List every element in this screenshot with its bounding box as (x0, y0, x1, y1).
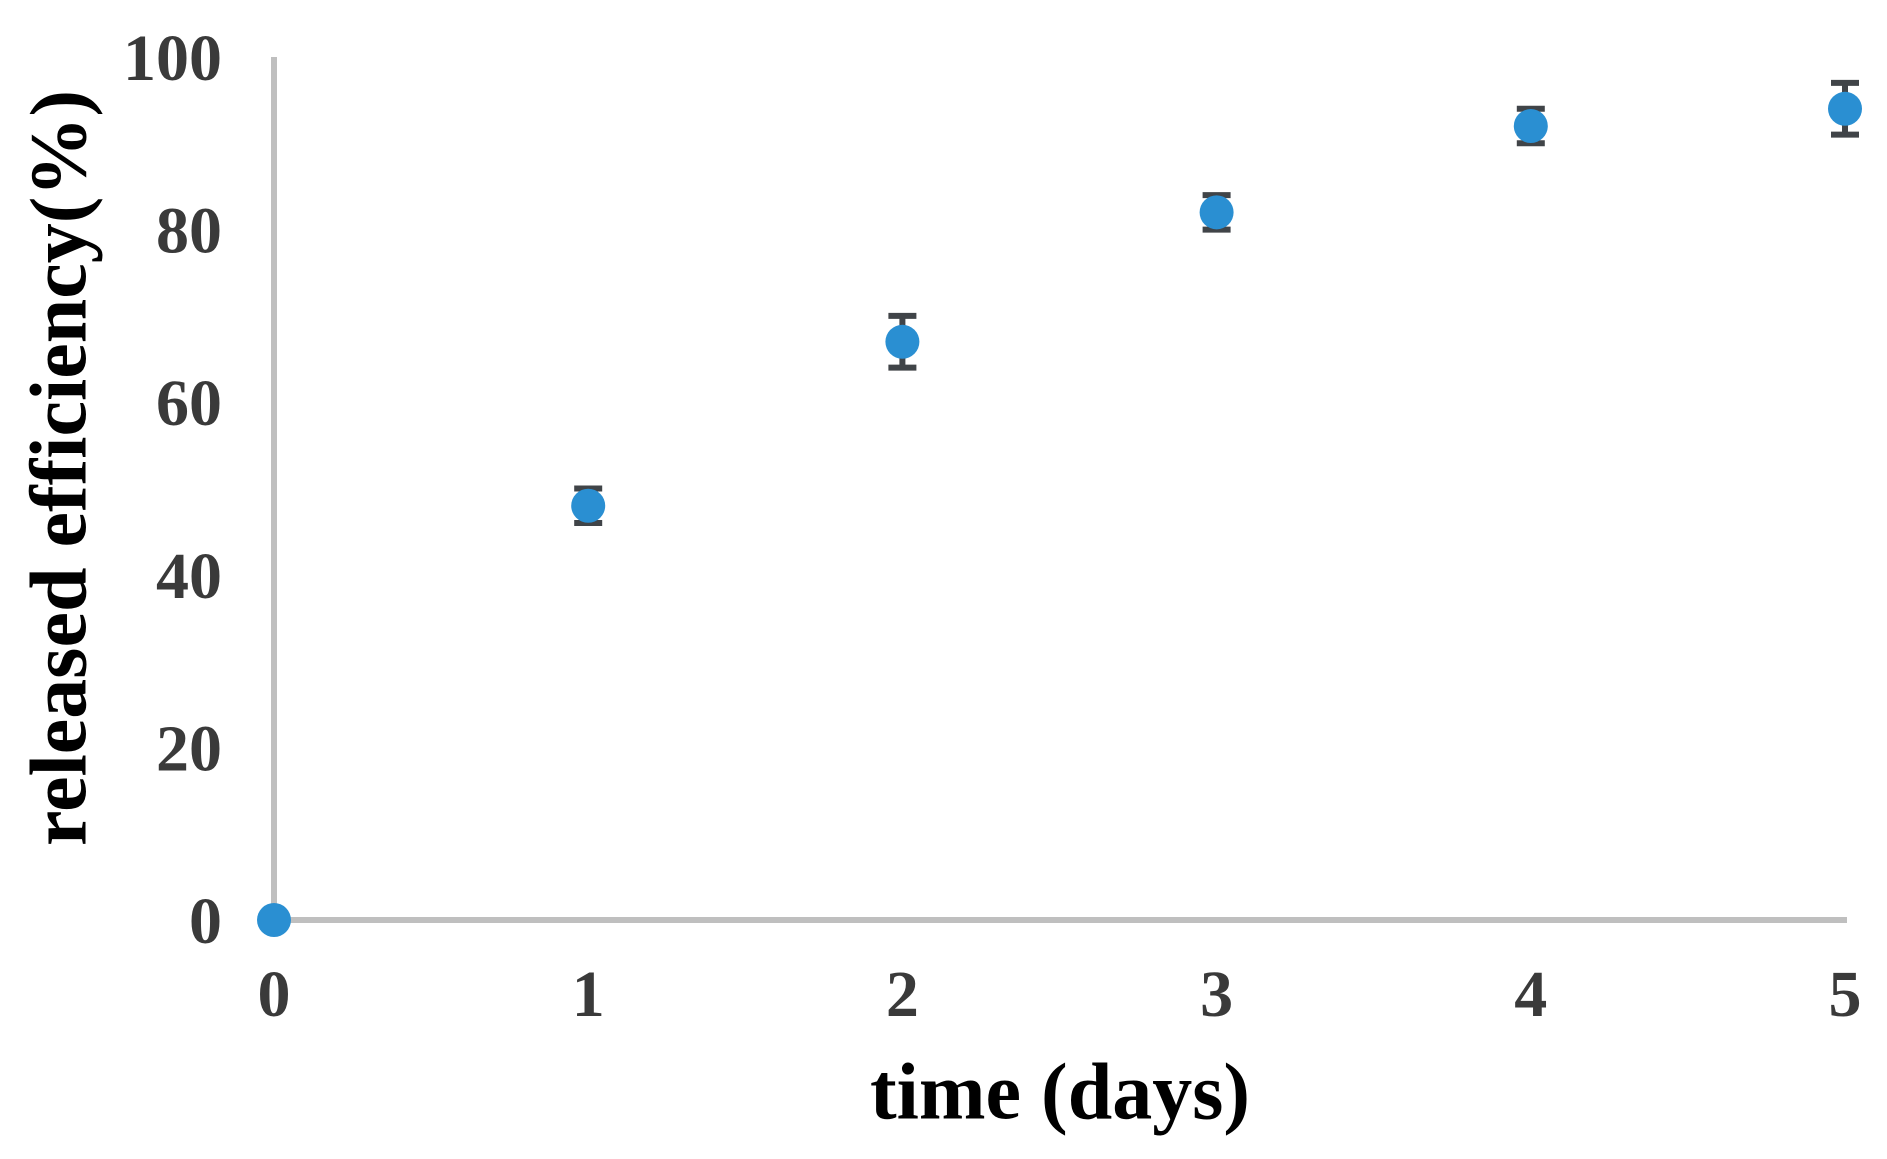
x-tick-label: 3 (1200, 958, 1233, 1031)
x-axis-title: time (days) (870, 1048, 1250, 1137)
x-tick-label: 5 (1829, 958, 1862, 1031)
y-tick-label: 80 (156, 195, 222, 268)
data-point-marker (1513, 109, 1548, 144)
x-tick-label: 4 (1514, 958, 1547, 1031)
data-point-marker (257, 903, 291, 937)
y-tick-label: 0 (189, 885, 222, 958)
y-tick-label: 20 (156, 712, 222, 785)
y-tick-label: 60 (156, 367, 222, 440)
x-tick-label: 0 (258, 958, 291, 1031)
y-tick-label: 40 (156, 540, 222, 613)
y-tick-label: 100 (123, 22, 222, 95)
data-point-marker (1199, 195, 1234, 230)
x-tick-label: 1 (572, 958, 605, 1031)
x-tick-label: 2 (886, 958, 919, 1031)
data-point-marker (1828, 91, 1862, 126)
y-axis-title: released efficiency(%) (15, 90, 104, 846)
data-point-marker (571, 488, 606, 523)
data-point-marker (885, 324, 920, 359)
